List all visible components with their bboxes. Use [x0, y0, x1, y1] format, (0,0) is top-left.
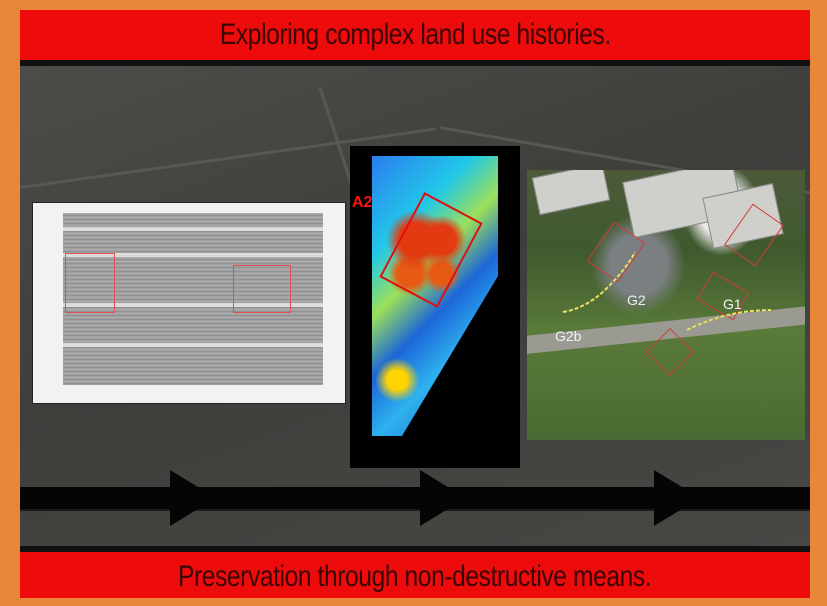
- gpr-radargram: [32, 202, 346, 404]
- timeline-bar: [20, 487, 810, 509]
- title-banner: Exploring complex land use histories.: [20, 10, 810, 66]
- photo-label-g2b: G2b: [555, 328, 582, 344]
- caption-banner: Preservation through non-destructive mea…: [20, 546, 810, 598]
- heatmap-label: A2: [352, 194, 373, 211]
- timeline-line: [20, 509, 810, 511]
- photo-label-g1: G1: [723, 296, 742, 312]
- slide-frame: A2 G2 G1 G2b Exploring complex land use …: [20, 10, 810, 598]
- page-title: Exploring complex land use histories.: [219, 18, 611, 51]
- anomaly-box: [65, 253, 115, 313]
- graded-line-overlay: [562, 251, 772, 331]
- caption-text: Preservation through non-destructive mea…: [178, 560, 652, 593]
- photo-label-g2: G2: [627, 292, 646, 308]
- timeline-arrow: [420, 470, 466, 526]
- magnetometry-heatmap: A2: [350, 146, 520, 468]
- radargram-plot: [63, 213, 323, 385]
- aerial-photo: G2 G1 G2b: [527, 170, 805, 440]
- timeline-arrow: [170, 470, 216, 526]
- heatmap-plot: [372, 156, 498, 436]
- timeline-arrow: [654, 470, 700, 526]
- anomaly-box: [233, 265, 291, 313]
